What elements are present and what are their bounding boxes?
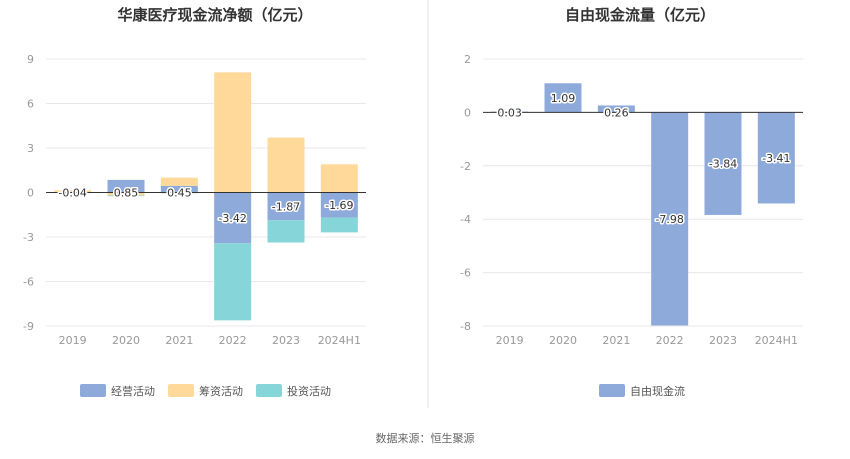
- legend-swatch: [168, 384, 194, 397]
- y-tick-label: 6: [27, 98, 34, 111]
- x-axis-ticks: 2019 2020 2021 2022 2023 2024H1: [59, 334, 361, 347]
- x-tick-label: 2021: [165, 334, 193, 347]
- legend-label: 投资活动: [287, 384, 331, 398]
- bar-2024H1-financing[interactable]: [320, 164, 358, 193]
- bar-2020-financing[interactable]: [107, 192, 145, 196]
- bar-2023-financing[interactable]: [267, 137, 305, 193]
- grid: [483, 58, 803, 327]
- bar-2019-financing[interactable]: [54, 190, 92, 193]
- x-tick-label: 2020: [112, 334, 140, 347]
- bar-2024H1-operating[interactable]: [320, 192, 358, 218]
- bar-2021-financing[interactable]: [160, 177, 198, 186]
- x-tick-label: 2019: [496, 334, 524, 347]
- legend-label: 筹资活动: [199, 384, 243, 398]
- data-label: 0.26: [604, 106, 629, 119]
- cashflow-net-chart: 华康医疗现金流净额（亿元） 9 6 3 0 -3 -6 -9 -0.04 0.85 0.45 -3…: [23, 6, 366, 398]
- data-label: -3.42: [218, 212, 246, 225]
- bar-2024H1-free_cash_flow[interactable]: [757, 112, 795, 204]
- y-tick-label: -9: [23, 320, 34, 333]
- legend-swatch: [256, 384, 282, 397]
- y-tick-label: 3: [27, 142, 34, 155]
- y-tick-label: -2: [460, 160, 471, 173]
- legend-label: 经营活动: [111, 384, 155, 398]
- x-axis-ticks: 2019 2020 2021 2022 2023 2024H1: [496, 334, 798, 347]
- bar-2023-investing[interactable]: [267, 220, 305, 243]
- bar-2020-free_cash_flow[interactable]: [544, 83, 582, 113]
- data-label: 1.09: [551, 92, 576, 105]
- y-axis-ticks: 2 0 -2 -4 -6 -8: [460, 53, 471, 333]
- data-label: 0.85: [114, 187, 139, 200]
- data-label: 0.03: [497, 106, 522, 119]
- free-cash-flow-chart: 自由现金流量（亿元） 2 0 -2 -4 -6 -8 0.03 1.09 0.26 -7.98 -…: [460, 6, 803, 398]
- y-tick-label: 9: [27, 53, 34, 66]
- y-tick-label: -6: [460, 267, 471, 280]
- x-tick-label: 2024H1: [318, 334, 361, 347]
- bars: [491, 83, 795, 326]
- legend-swatch: [80, 384, 106, 397]
- bars: [54, 72, 358, 321]
- bar-2020-investing[interactable]: [107, 195, 145, 197]
- data-labels: 0.03 1.09 0.26 -7.98 -3.84 -3.41: [496, 90, 792, 227]
- legend-item-investing[interactable]: 投资活动: [256, 384, 331, 398]
- chart-title: 自由现金流量（亿元）: [565, 6, 715, 24]
- y-tick-label: 0: [464, 106, 471, 119]
- bar-2022-financing[interactable]: [214, 72, 252, 193]
- bar-2023-free_cash_flow[interactable]: [704, 112, 742, 215]
- legend: 经营活动 筹资活动 投资活动: [80, 384, 331, 398]
- source-note: 数据来源：恒生聚源: [376, 431, 475, 445]
- legend: 自由现金流: [599, 384, 685, 398]
- x-tick-label: 2023: [709, 334, 737, 347]
- bar-2022-investing[interactable]: [214, 243, 252, 321]
- y-tick-label: -4: [460, 213, 471, 226]
- x-tick-label: 2024H1: [755, 334, 798, 347]
- x-tick-label: 2020: [549, 334, 577, 347]
- bar-2024H1-investing[interactable]: [320, 217, 358, 233]
- data-label: -1.69: [325, 199, 353, 212]
- bar-2021-free_cash_flow[interactable]: [597, 105, 635, 113]
- legend-item-operating[interactable]: 经营活动: [80, 384, 155, 398]
- data-label: -7.98: [655, 213, 683, 226]
- x-tick-label: 2023: [272, 334, 300, 347]
- y-tick-label: -8: [460, 320, 471, 333]
- y-tick-label: -6: [23, 276, 34, 289]
- data-label: 0.45: [167, 187, 192, 200]
- legend-swatch: [599, 384, 625, 397]
- data-label: -0.04: [58, 187, 86, 200]
- bar-2022-operating[interactable]: [214, 192, 252, 244]
- data-label: -1.87: [272, 200, 300, 213]
- data-label: -3.41: [762, 152, 790, 165]
- y-tick-label: 2: [464, 53, 471, 66]
- x-tick-label: 2019: [59, 334, 87, 347]
- bar-2022-free_cash_flow[interactable]: [651, 112, 689, 326]
- legend-item-free-cash-flow[interactable]: 自由现金流: [599, 384, 685, 398]
- y-tick-label: -3: [23, 231, 34, 244]
- x-tick-label: 2022: [219, 334, 247, 347]
- data-label: -3.84: [709, 158, 737, 171]
- legend-item-financing[interactable]: 筹资活动: [168, 384, 243, 398]
- legend-label: 自由现金流: [630, 384, 685, 398]
- chart-title: 华康医疗现金流净额（亿元）: [117, 6, 312, 24]
- bar-2023-operating[interactable]: [267, 192, 305, 221]
- x-tick-label: 2021: [602, 334, 630, 347]
- y-tick-label: 0: [27, 187, 34, 200]
- bar-2020-operating[interactable]: [107, 179, 145, 193]
- data-labels: -0.04 0.85 0.45 -3.42 -1.87 -1.69: [57, 185, 355, 226]
- x-tick-label: 2022: [656, 334, 684, 347]
- bar-2021-operating[interactable]: [160, 185, 198, 193]
- y-axis-ticks: 9 6 3 0 -3 -6 -9: [23, 53, 34, 333]
